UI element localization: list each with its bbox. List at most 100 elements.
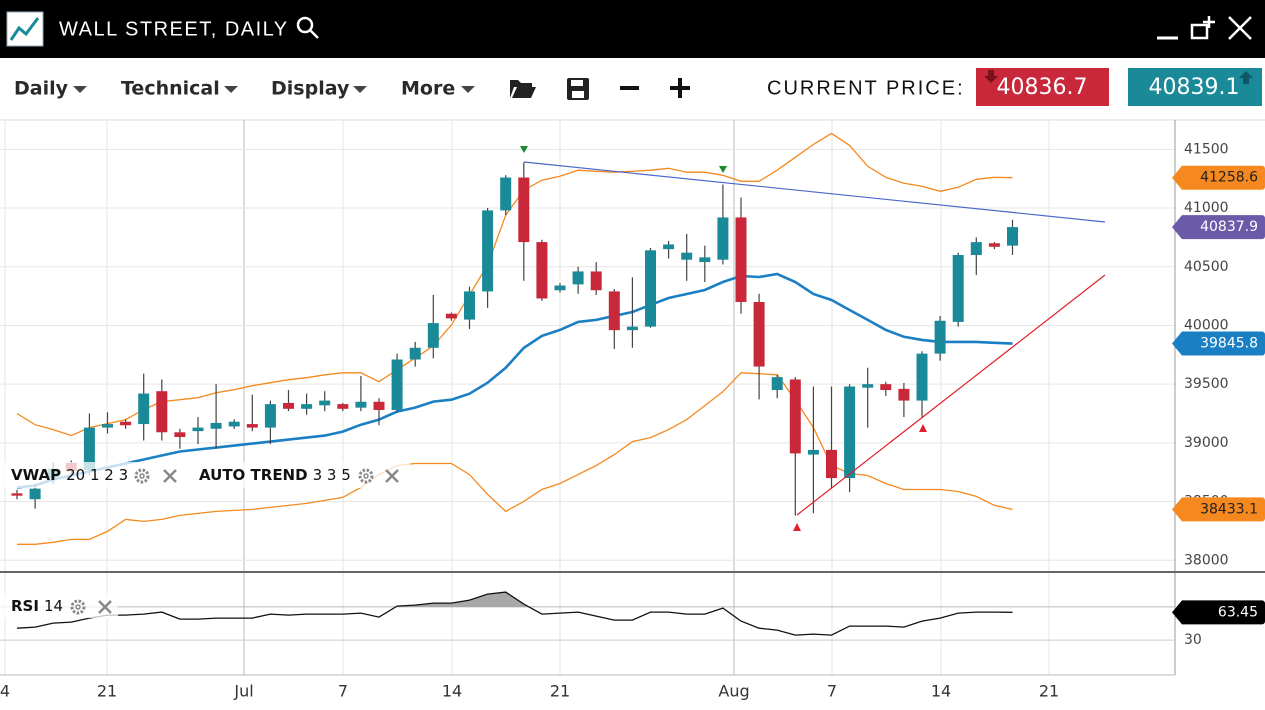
y-tick-label: 40000	[1184, 317, 1229, 333]
candle-body	[283, 402, 294, 409]
price-tag-label: 38433.1	[1200, 501, 1258, 517]
price-tag-label: 39845.8	[1200, 336, 1258, 352]
candle-body	[464, 291, 475, 320]
up-arrow	[1239, 71, 1253, 84]
indicator-label: AUTO TREND 3 3 5	[199, 466, 351, 484]
candle-body	[753, 301, 765, 367]
x-tick-label: 14	[931, 682, 951, 701]
y-tick-label: 41500	[1184, 141, 1229, 157]
candle-body	[952, 255, 964, 322]
candle-body	[970, 242, 982, 256]
save-button[interactable]	[567, 78, 589, 100]
candle-body	[663, 244, 675, 250]
zoom-in-button[interactable]	[670, 78, 690, 98]
indicator-line	[16, 132, 1013, 437]
menu-item[interactable]: Display	[271, 78, 350, 100]
open-button[interactable]	[510, 80, 536, 98]
candle-body	[192, 427, 204, 432]
settings-button[interactable]	[134, 468, 150, 484]
candle-body	[210, 422, 222, 429]
rsi-overbought-area	[17, 592, 1013, 607]
y-tick-label: 41000	[1184, 200, 1229, 216]
settings-button[interactable]	[70, 599, 86, 615]
candle-body	[319, 400, 331, 406]
x-tick-label: 4	[0, 682, 10, 701]
x-tick-label: 21	[97, 682, 117, 701]
candle-body	[427, 323, 439, 348]
candle-body	[807, 449, 819, 455]
indicator-params: 14	[44, 597, 63, 615]
candle-body	[771, 377, 783, 391]
menu-item[interactable]: Technical	[121, 78, 220, 100]
price-label: CURRENT PRICE:	[767, 77, 965, 99]
rsi-tick-label: 30	[1184, 632, 1202, 648]
candle-body	[102, 424, 113, 428]
indicator-label: RSI 14	[11, 597, 63, 615]
candle-body	[156, 391, 168, 433]
candle-body	[681, 252, 693, 260]
candle-body	[337, 404, 349, 409]
rsi-line	[16, 591, 1013, 636]
search-button[interactable]	[296, 16, 319, 39]
indicator-label: VWAP 20 1 2 3	[11, 466, 128, 484]
candle-body	[518, 177, 530, 243]
candle-body	[391, 359, 403, 410]
candle-body	[120, 421, 132, 426]
x-tick-label: Aug	[718, 682, 749, 701]
candle-body	[916, 353, 928, 401]
candle-body	[590, 271, 602, 291]
dropdown-arrow	[461, 86, 475, 93]
candle-body	[536, 242, 548, 299]
remove-button[interactable]	[385, 469, 399, 483]
candle-body	[355, 401, 367, 408]
candle-body	[409, 347, 421, 360]
candle-body	[572, 271, 584, 285]
dropdown-arrow	[73, 86, 87, 93]
candle-body	[373, 401, 385, 410]
candle-body	[301, 404, 313, 409]
bid-price: 40836.7	[997, 75, 1088, 100]
indicator-params: 3 3 5	[313, 466, 351, 484]
candle-body	[645, 250, 656, 327]
x-tick-label: Jul	[233, 682, 253, 701]
bid-box	[976, 68, 1109, 106]
zoom-out-button[interactable]	[620, 86, 639, 90]
indicator-params: 20 1 2 3	[66, 466, 128, 484]
candle-body	[844, 386, 856, 479]
candle-body	[445, 313, 457, 319]
indicator-labels: VWAP 20 1 2 3 AUTO TREND 3 3 5 RSI 14	[0, 462, 410, 618]
remove-button[interactable]	[98, 600, 112, 614]
candle-body	[554, 285, 566, 291]
dropdown-arrow	[353, 86, 367, 93]
price-tag	[1172, 600, 1265, 625]
close-button[interactable]	[1228, 16, 1252, 40]
candle-body	[988, 243, 1000, 247]
window-title: WALL STREET, DAILY	[59, 18, 289, 40]
y-tick-label: 40500	[1184, 259, 1229, 275]
candle-body	[898, 388, 910, 401]
candle-body	[880, 384, 892, 391]
settings-button[interactable]	[358, 468, 374, 484]
candle-body	[264, 404, 276, 428]
restore-button[interactable]	[1190, 16, 1215, 40]
auto-trend	[520, 146, 1106, 531]
plot-area: 421Jul71421Aug71421380003850039000395004…	[0, 120, 1265, 701]
candle-body	[228, 421, 240, 427]
candle-body	[735, 217, 747, 302]
ask-price: 40839.1	[1149, 75, 1240, 100]
y-tick-label: 39000	[1184, 435, 1229, 451]
logo	[6, 11, 44, 47]
candle-body	[699, 257, 711, 263]
price-tag-label: 41258.6	[1200, 170, 1258, 186]
indicator-line	[16, 272, 1013, 489]
candle-body	[11, 493, 23, 496]
remove-button[interactable]	[163, 469, 177, 483]
price-tag-label: 40837.9	[1200, 219, 1258, 235]
menu-item[interactable]: Daily	[14, 78, 69, 100]
candle-body	[29, 488, 41, 500]
menu-item[interactable]: More	[401, 78, 455, 100]
y-tick-label: 39500	[1184, 376, 1229, 392]
indicator-name: VWAP	[11, 466, 61, 484]
candle-body	[83, 427, 95, 470]
x-tick-label: 21	[550, 682, 570, 701]
